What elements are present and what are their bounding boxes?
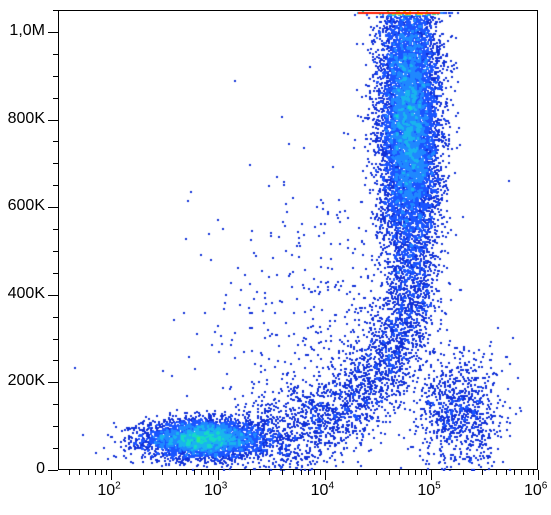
y-major-tick — [48, 120, 58, 121]
x-minor-tick — [106, 470, 107, 475]
x-minor-tick — [514, 470, 515, 475]
x-minor-tick — [482, 470, 483, 475]
x-minor-tick — [399, 470, 400, 475]
x-minor-tick — [308, 470, 309, 475]
x-major-tick — [325, 470, 326, 480]
x-minor-tick — [101, 470, 102, 475]
x-minor-tick — [357, 470, 358, 475]
x-major-tick — [538, 470, 539, 480]
y-minor-tick — [53, 10, 58, 11]
y-major-tick — [48, 207, 58, 208]
y-minor-tick — [53, 163, 58, 164]
y-minor-tick — [53, 404, 58, 405]
x-tick-label: 102 — [97, 482, 120, 500]
x-minor-tick — [162, 470, 163, 475]
y-major-tick — [48, 382, 58, 383]
x-minor-tick — [213, 470, 214, 475]
x-minor-tick — [186, 470, 187, 475]
x-minor-tick — [415, 470, 416, 475]
y-minor-tick — [53, 141, 58, 142]
x-minor-tick — [88, 470, 89, 475]
x-minor-tick — [463, 470, 464, 475]
x-minor-tick — [376, 470, 377, 475]
y-tick-label: 1,0M — [9, 22, 45, 40]
y-major-tick — [48, 470, 58, 471]
x-minor-tick — [320, 470, 321, 475]
density-canvas — [59, 11, 539, 471]
x-minor-tick — [426, 470, 427, 475]
y-tick-label: 0 — [36, 460, 45, 478]
x-minor-tick — [269, 470, 270, 475]
y-minor-tick — [53, 273, 58, 274]
x-tick-label: 104 — [311, 482, 334, 500]
x-tick-label: 105 — [417, 482, 440, 500]
y-minor-tick — [53, 54, 58, 55]
x-minor-tick — [79, 470, 80, 475]
x-minor-tick — [194, 470, 195, 475]
x-minor-tick — [408, 470, 409, 475]
x-minor-tick — [208, 470, 209, 475]
x-minor-tick — [314, 470, 315, 475]
x-minor-tick — [250, 470, 251, 475]
plot-area — [58, 10, 538, 470]
x-minor-tick — [301, 470, 302, 475]
y-minor-tick — [53, 229, 58, 230]
x-minor-tick — [506, 470, 507, 475]
x-tick-label: 103 — [204, 482, 227, 500]
x-minor-tick — [201, 470, 202, 475]
x-minor-tick — [69, 470, 70, 475]
x-minor-tick — [282, 470, 283, 475]
x-tick-label: 106 — [524, 482, 547, 500]
y-minor-tick — [53, 98, 58, 99]
y-major-tick — [48, 32, 58, 33]
x-minor-tick — [143, 470, 144, 475]
y-major-tick — [48, 295, 58, 296]
y-minor-tick — [53, 448, 58, 449]
y-tick-label: 400K — [8, 285, 45, 303]
x-minor-tick — [95, 470, 96, 475]
y-minor-tick — [53, 426, 58, 427]
y-tick-label: 600K — [8, 197, 45, 215]
y-tick-label: 800K — [8, 110, 45, 128]
x-minor-tick — [389, 470, 390, 475]
y-minor-tick — [53, 317, 58, 318]
y-minor-tick — [53, 76, 58, 77]
y-minor-tick — [53, 251, 58, 252]
x-minor-tick — [533, 470, 534, 475]
x-minor-tick — [421, 470, 422, 475]
x-minor-tick — [176, 470, 177, 475]
x-minor-tick — [521, 470, 522, 475]
x-major-tick — [111, 470, 112, 480]
y-tick-label: 200K — [8, 372, 45, 390]
y-minor-tick — [53, 185, 58, 186]
x-minor-tick — [496, 470, 497, 475]
x-minor-tick — [528, 470, 529, 475]
y-minor-tick — [53, 360, 58, 361]
x-major-tick — [218, 470, 219, 480]
x-minor-tick — [293, 470, 294, 475]
x-major-tick — [431, 470, 432, 480]
flow-cytometry-chart: 0 200K 400K 600K 800K 1,0M 102 103 104 105 106 — [0, 0, 551, 515]
y-minor-tick — [53, 339, 58, 340]
